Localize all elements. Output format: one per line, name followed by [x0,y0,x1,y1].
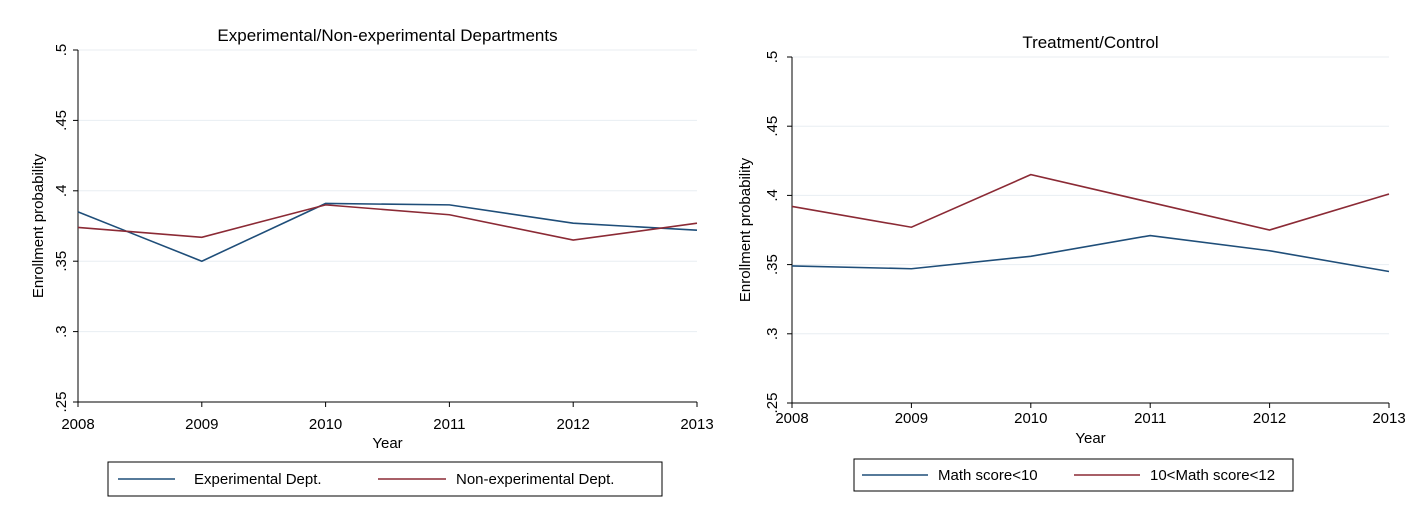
left-ytick-label: .4 [53,185,70,198]
right-xtick-label: 2010 [1014,410,1047,427]
left-ytick-label: .25 [53,392,70,413]
left-xtick-label: 2009 [185,416,218,433]
left-ytick-label: .5 [53,44,70,57]
right-ytick-label: .35 [764,254,781,275]
left-ytick-label: .3 [53,325,70,338]
right-legend-label-2: 10<Math score<12 [1150,467,1275,484]
left-xtick-label: 2008 [61,416,94,433]
chart-left: .25 .3 .35 .4 .45 .5 2008 2009 2010 2011 2012 2013 E… [30,26,714,497]
right-y-axis-label: Enrollment probability [737,157,754,302]
right-ytick-label: .45 [764,116,781,137]
right-series-line-2 [791,173,1390,231]
chart-panel-left: .25 .3 .35 .4 .45 .5 2008 2009 2010 2011 2012 2013 E… [30,0,714,518]
left-ytick-label: .45 [53,110,70,131]
right-xtick-label: 2011 [1134,410,1166,427]
right-xtick-label: 2008 [775,410,808,427]
left-y-axis-label: Enrollment probability [30,153,47,298]
left-series-line-2 [77,204,698,241]
left-legend-label-1: Experimental Dept. [194,471,322,488]
right-xtick-label: 2009 [895,410,928,427]
chart-panel-right: .25 .3 .35 .4 .45 .5 2008 2009 2010 2011 2012 2013 T… [713,0,1413,518]
left-xtick-label: 2011 [433,416,465,433]
right-xtick-label: 2013 [1372,410,1405,427]
left-xtick-label: 2013 [680,416,713,433]
left-ytick-label: .35 [53,251,70,272]
right-xtick-label: 2012 [1253,410,1286,427]
chart-right: .25 .3 .35 .4 .45 .5 2008 2009 2010 2011 2012 2013 T… [737,33,1406,492]
right-series-line-1 [791,234,1390,273]
left-xtick-label: 2010 [309,416,342,433]
right-chart-title: Treatment/Control [1022,33,1158,52]
right-x-axis-label: Year [1075,430,1105,447]
right-ytick-label: .5 [764,51,781,64]
left-legend-label-2: Non-experimental Dept. [456,471,614,488]
right-ytick-label: .3 [764,328,781,341]
right-ytick-label: .25 [764,393,781,414]
left-chart-title: Experimental/Non-experimental Department… [217,26,557,45]
left-series-line-1 [77,202,698,263]
right-ytick-label: .4 [764,189,781,202]
left-xtick-label: 2012 [557,416,590,433]
left-x-axis-label: Year [372,435,402,452]
right-legend-label-1: Math score<10 [938,467,1038,484]
